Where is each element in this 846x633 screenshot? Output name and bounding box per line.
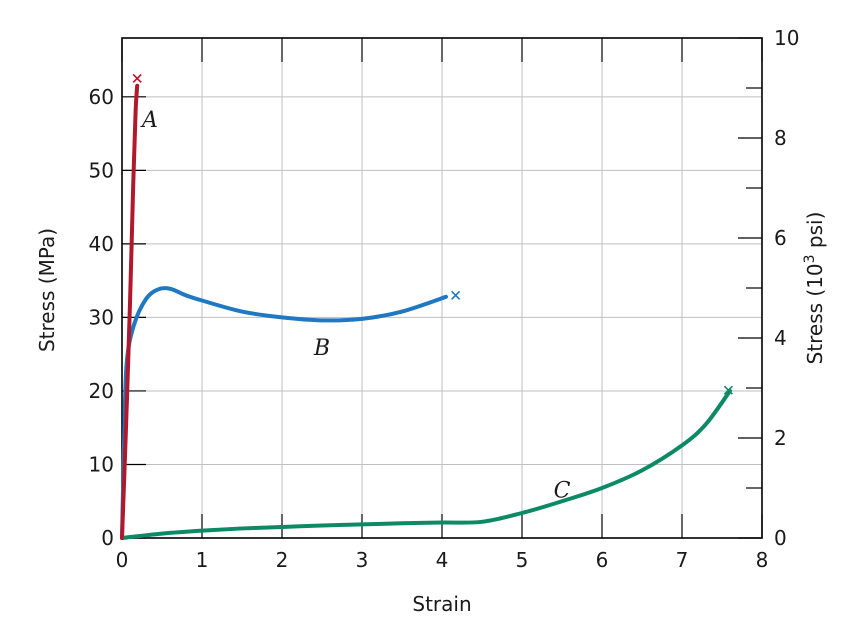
series-c-label: C [554,478,571,503]
y-axis-title-right-base: Stress (10 [803,263,827,364]
series-b-fracture-marker [451,290,461,300]
x-axis-title: Strain [412,592,471,616]
y-tick-label-right: 6 [774,226,787,250]
y-axis-title-right-exponent: 3 [802,254,818,263]
series-a-fracture-marker [132,73,142,84]
x-tick-label: 2 [276,548,289,572]
x-tick-label: 3 [356,548,369,572]
y-tick-label-right: 8 [774,126,787,150]
x-tick-label: 0 [116,548,129,572]
y-tick-label-left: 10 [89,452,114,476]
y-tick-label-left: 40 [89,232,114,256]
series-b-line [120,286,448,540]
series-a-fracture-stroke [132,73,142,84]
series-c-fracture-stroke [723,385,733,395]
x-tick-label: 8 [756,548,769,572]
y-tick-label-left: 60 [89,85,114,109]
y-axis-title-right-suffix: psi) [803,212,827,255]
y-axis-title-left: Stress (MPa) [35,228,59,352]
y-tick-label-left: 0 [101,526,114,550]
x-tick-label: 1 [196,548,209,572]
x-tick-label: 4 [436,548,449,572]
y-tick-label-right: 0 [774,526,787,550]
x-tick-label: 5 [516,548,529,572]
y-axis-title-right: Stress (103 psi) [802,212,827,365]
y-tick-label-left: 30 [89,305,114,329]
x-tick-label: 7 [676,548,689,572]
series-b-fracture-stroke [451,290,461,300]
y-tick-label-left: 20 [89,379,114,403]
series-a-line [120,83,140,540]
grid-lines [122,38,762,538]
series-c-line [120,388,732,540]
series-c-fracture-marker [723,385,733,395]
series-b-label: B [313,336,330,361]
x-tick-label: 6 [596,548,609,572]
series-group: B C A [120,73,733,540]
y-tick-label-left: 50 [89,158,114,182]
y-tick-label-right: 10 [774,26,799,50]
series-a-label: A [140,108,158,133]
y-tick-label-right: 4 [774,326,787,350]
y-tick-label-right: 2 [774,426,787,450]
